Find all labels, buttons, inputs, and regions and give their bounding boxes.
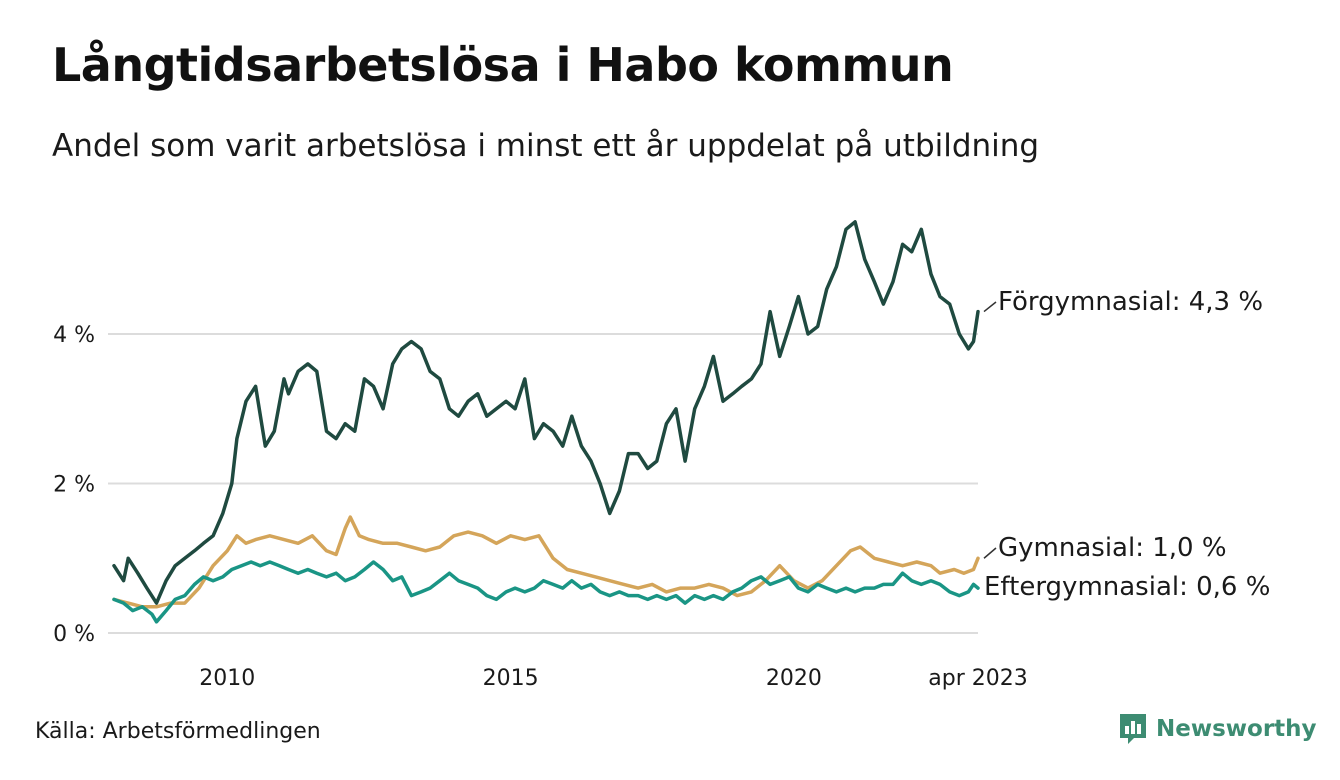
brand-name: Newsworthy bbox=[1156, 716, 1317, 742]
y-tick-label: 0 % bbox=[53, 622, 95, 647]
x-tick-label: 2020 bbox=[766, 666, 822, 691]
series-end-label: Gymnasial: 1,0 % bbox=[998, 533, 1227, 563]
y-tick-label: 2 % bbox=[53, 473, 95, 498]
brand-logo[interactable]: Newsworthy bbox=[1118, 712, 1317, 746]
grid-lines bbox=[108, 333, 978, 634]
series-line-eftergymnasial bbox=[112, 560, 980, 624]
label-leader-line bbox=[983, 547, 997, 559]
series-lines bbox=[112, 220, 980, 624]
y-axis-ticks: 0 % 2 % 4 % bbox=[53, 323, 95, 647]
series-end-label: Förgymnasial: 4,3 % bbox=[998, 287, 1263, 317]
x-tick-label: 2010 bbox=[199, 666, 255, 691]
chart-title: Långtidsarbetslösa i Habo kommun bbox=[52, 38, 954, 92]
series-end-label: Eftergymnasial: 0,6 % bbox=[984, 572, 1270, 602]
x-tick-label: apr 2023 bbox=[928, 666, 1027, 691]
x-axis-ticks: 2010 2015 2020 apr 2023 bbox=[199, 666, 1027, 691]
x-tick-label: 2015 bbox=[483, 666, 539, 691]
label-leader-line bbox=[983, 301, 997, 313]
source-note: Källa: Arbetsförmedlingen bbox=[35, 719, 321, 744]
series-line-gymnasial bbox=[112, 515, 980, 609]
bar-chart-speech-icon bbox=[1120, 714, 1146, 744]
chart-subtitle: Andel som varit arbetslösa i minst ett å… bbox=[52, 128, 1040, 164]
y-tick-label: 4 % bbox=[53, 323, 95, 348]
series-line-förgymnasial bbox=[112, 220, 980, 605]
series-end-labels: Förgymnasial: 4,3 % Gymnasial: 1,0 % Efter… bbox=[983, 287, 1270, 602]
